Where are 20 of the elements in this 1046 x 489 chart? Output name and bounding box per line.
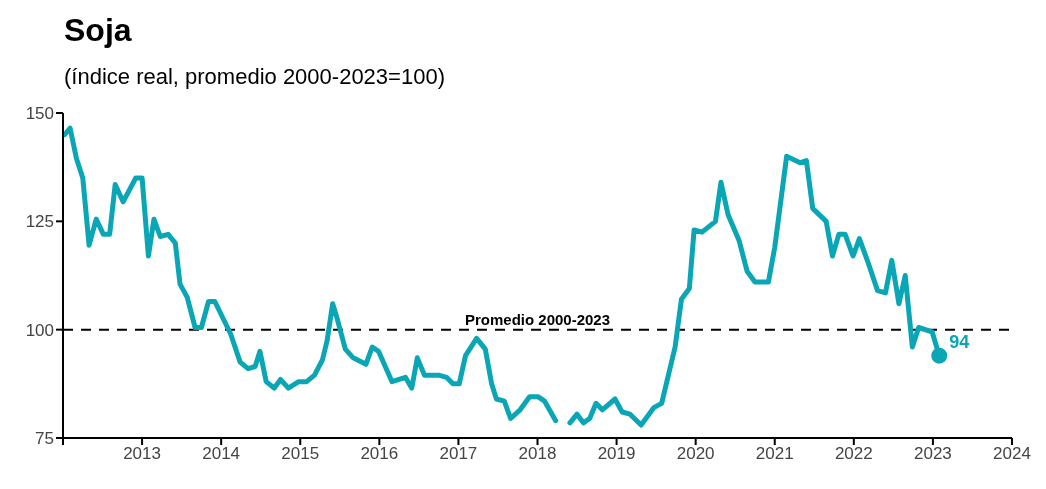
x-tick-label: 2017 [439, 444, 478, 464]
y-tick-label: 75 [35, 429, 54, 449]
x-tick-label: 2020 [676, 444, 715, 464]
x-tick-label: 2023 [914, 444, 952, 464]
x-tick-label: 2018 [518, 444, 557, 464]
data-label: 94 [949, 331, 970, 352]
x-tick-label: 2013 [123, 444, 161, 464]
ref-line-label: Promedio 2000-2023 [464, 310, 611, 328]
x-tick-label: 2016 [360, 444, 399, 464]
x-tick-label: 2015 [281, 444, 320, 464]
y-tick-label: 150 [25, 104, 54, 124]
chart-title: Soja [64, 12, 132, 49]
y-tick-label: 100 [25, 320, 54, 340]
y-tick-label: 125 [25, 212, 54, 232]
x-tick-label: 2014 [202, 444, 241, 464]
x-tick-label: 2024 [993, 444, 1031, 464]
x-tick-label: 2019 [597, 444, 636, 464]
chart-subtitle: (índice real, promedio 2000-2023=100) [64, 64, 445, 90]
x-tick-label: 2021 [755, 444, 794, 464]
x-tick-label: 2022 [834, 444, 873, 464]
